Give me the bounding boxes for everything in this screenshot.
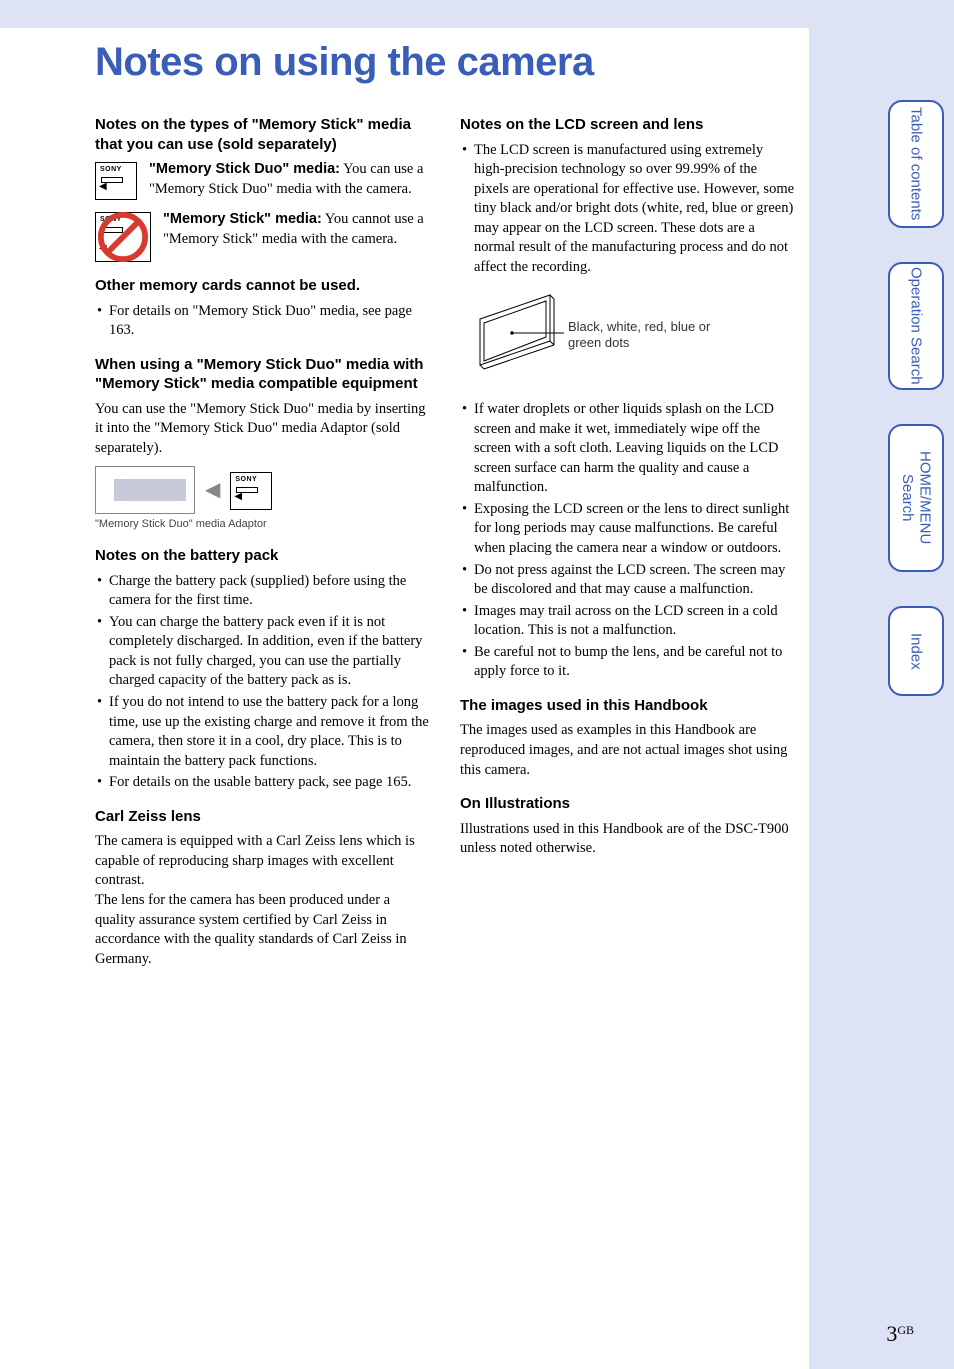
ms-arrow-icon: ◀ xyxy=(234,490,242,504)
lcd-list-1: The LCD screen is manufactured using ext… xyxy=(460,141,795,278)
illus-body: Illustrations used in this Handbook are … xyxy=(460,820,795,859)
left-column: Notes on the types of "Memory Stick" med… xyxy=(95,115,430,969)
msduo-label: "Memory Stick Duo" media: xyxy=(149,161,340,177)
side-tabs: Table of contents Operation Search HOME/… xyxy=(888,100,944,696)
tab-table-of-contents[interactable]: Table of contents xyxy=(888,100,944,228)
diagram-caption-text: Black, white, red, blue or green dots xyxy=(568,319,714,350)
list-item: Be careful not to bump the lens, and be … xyxy=(460,643,795,682)
list-item: Do not press against the LCD screen. The… xyxy=(460,561,795,600)
adaptor-caption: "Memory Stick Duo" media Adaptor xyxy=(95,518,430,532)
page-number-suffix: GB xyxy=(897,1323,914,1337)
adaptor-diagram: ◀ SONY ◀ xyxy=(95,466,430,514)
heading-lcd: Notes on the LCD screen and lens xyxy=(460,115,795,135)
list-item: You can charge the battery pack even if … xyxy=(95,613,430,691)
ms-label: "Memory Stick" media: xyxy=(163,211,322,227)
adaptor-icon xyxy=(95,466,195,514)
other-cards-list: For details on "Memory Stick Duo" media,… xyxy=(95,302,430,341)
right-column: Notes on the LCD screen and lens The LCD… xyxy=(460,115,795,969)
memstick-row: SONY ◀ "Memory Stick" media: You cannot … xyxy=(95,210,430,262)
memstick-duo-text: "Memory Stick Duo" media: You can use a … xyxy=(149,160,430,199)
memory-stick-icon: SONY ◀ xyxy=(95,212,151,262)
heading-battery: Notes on the battery pack xyxy=(95,546,430,566)
tab-operation-search[interactable]: Operation Search xyxy=(888,262,944,390)
sony-label: SONY xyxy=(235,475,257,484)
list-item: Images may trail across on the LCD scree… xyxy=(460,602,795,641)
list-item: Charge the battery pack (supplied) befor… xyxy=(95,572,430,611)
page-title: Notes on using the camera xyxy=(95,40,795,85)
list-item: For details on the usable battery pack, … xyxy=(95,773,430,793)
memory-stick-duo-icon: SONY ◀ xyxy=(230,472,272,510)
heading-adaptor: When using a "Memory Stick Duo" media wi… xyxy=(95,355,430,394)
zeiss-p2: The lens for the camera has been produce… xyxy=(95,891,430,969)
list-item: For details on "Memory Stick Duo" media,… xyxy=(95,302,430,341)
list-item: Exposing the LCD screen or the lens to d… xyxy=(460,500,795,559)
heading-other-cards: Other memory cards cannot be used. xyxy=(95,276,430,296)
content-area: Notes on using the camera Notes on the t… xyxy=(95,40,795,969)
prohibit-icon xyxy=(94,211,152,263)
tab-home-menu-search[interactable]: HOME/MENU Search xyxy=(888,424,944,572)
heading-zeiss: Carl Zeiss lens xyxy=(95,807,430,827)
heading-images: The images used in this Handbook xyxy=(460,696,795,716)
ms-arrow-icon: ◀ xyxy=(99,180,107,194)
lcd-list-2: If water droplets or other liquids splas… xyxy=(460,400,795,682)
memstick-text: "Memory Stick" media: You cannot use a "… xyxy=(163,210,430,249)
sony-label: SONY xyxy=(100,165,122,174)
heading-memstick-types: Notes on the types of "Memory Stick" med… xyxy=(95,115,430,154)
heading-illustrations: On Illustrations xyxy=(460,794,795,814)
images-body: The images used as examples in this Hand… xyxy=(460,721,795,780)
page: Notes on using the camera Notes on the t… xyxy=(0,0,954,1369)
list-item: The LCD screen is manufactured using ext… xyxy=(460,141,795,278)
zeiss-p1: The camera is equipped with a Carl Zeiss… xyxy=(95,832,430,891)
memstick-duo-row: SONY ◀ "Memory Stick Duo" media: You can… xyxy=(95,160,430,200)
page-number-value: 3 xyxy=(886,1321,897,1346)
columns: Notes on the types of "Memory Stick" med… xyxy=(95,115,795,969)
battery-list: Charge the battery pack (supplied) befor… xyxy=(95,572,430,793)
page-number: 3GB xyxy=(886,1321,914,1347)
lcd-diagram: Black, white, red, blue or green dots xyxy=(472,289,795,386)
memory-stick-duo-icon: SONY ◀ xyxy=(95,162,137,200)
adaptor-body: You can use the "Memory Stick Duo" media… xyxy=(95,400,430,459)
insert-arrow-icon: ◀ xyxy=(205,477,220,504)
list-item: If you do not intend to use the battery … xyxy=(95,693,430,771)
tab-index[interactable]: Index xyxy=(888,606,944,696)
list-item: If water droplets or other liquids splas… xyxy=(460,400,795,498)
